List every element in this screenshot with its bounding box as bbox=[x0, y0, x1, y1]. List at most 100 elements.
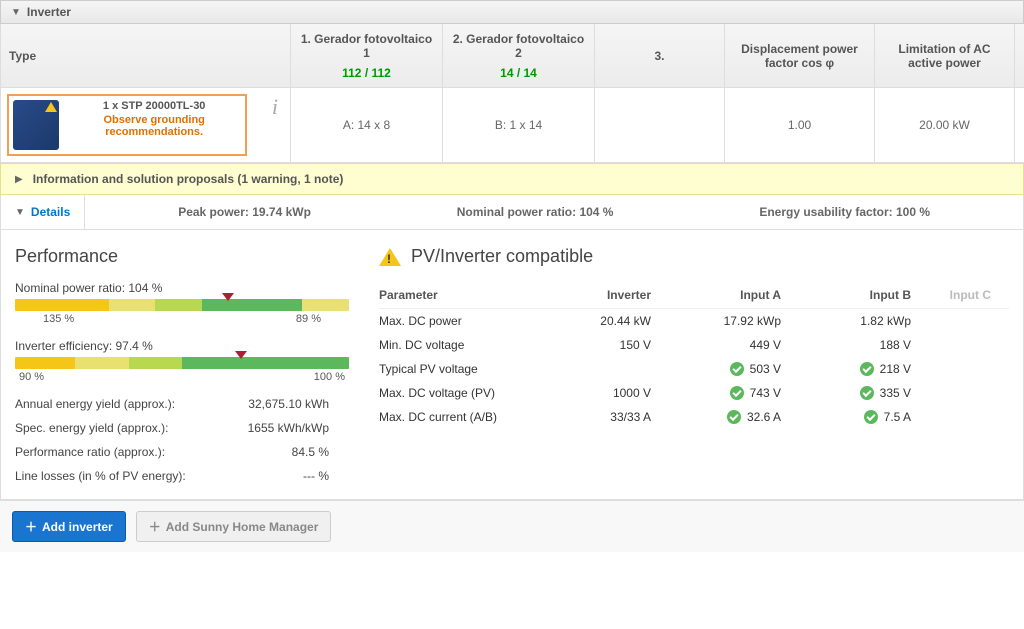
th-gen2-ratio: 14 / 14 bbox=[500, 66, 537, 80]
ph-b: Input B bbox=[799, 288, 929, 302]
param-value: 188 V bbox=[799, 338, 929, 352]
th-gen3-label: 3. bbox=[654, 49, 664, 63]
cell-actions: 🗑 bbox=[1015, 88, 1024, 163]
stat-ratio: Nominal power ratio: 104 % bbox=[457, 205, 614, 219]
param-row: Max. DC power20.44 kW17.92 kWp1.82 kWp bbox=[379, 309, 1009, 333]
th-gen1-ratio: 112 / 112 bbox=[342, 66, 391, 80]
inverter-table: Type 1. Gerador fotovoltaico 1 112 / 112… bbox=[0, 24, 1024, 163]
param-name: Min. DC voltage bbox=[379, 338, 559, 352]
perf-key: Annual energy yield (approx.): bbox=[15, 397, 175, 411]
th-gen1: 1. Gerador fotovoltaico 1 112 / 112 bbox=[291, 24, 443, 88]
perf-value: 84.5 % bbox=[292, 445, 329, 459]
ph-a: Input A bbox=[669, 288, 799, 302]
warning-triangle-icon bbox=[379, 248, 401, 266]
info-proposals-bar[interactable]: ▶ Information and solution proposals (1 … bbox=[0, 163, 1024, 195]
nominal-marker-icon bbox=[222, 293, 234, 301]
th-gen2: 2. Gerador fotovoltaico 2 14 / 14 bbox=[443, 24, 595, 88]
performance-section: Performance Nominal power ratio: 104 % 1… bbox=[15, 246, 349, 483]
param-value: 1.82 kWp bbox=[799, 314, 929, 328]
th-limit: Limitation of AC active power bbox=[875, 24, 1015, 88]
efficiency-bar: 90 % 100 % bbox=[15, 357, 349, 383]
param-name: Max. DC current (A/B) bbox=[379, 410, 559, 424]
inverter-card[interactable]: 1 x STP 20000TL-30 Observe grounding rec… bbox=[7, 94, 247, 156]
cell-disp: 1.00 bbox=[725, 88, 875, 163]
check-ok-icon bbox=[730, 386, 744, 400]
plus-icon: ＋ bbox=[149, 518, 161, 535]
param-value: 7.5 A bbox=[799, 410, 929, 424]
param-value: 1000 V bbox=[559, 386, 669, 400]
param-row: Max. DC current (A/B)33/33 A32.6 A7.5 A bbox=[379, 405, 1009, 429]
eff-tick-right: 100 % bbox=[314, 371, 345, 383]
details-content: Performance Nominal power ratio: 104 % 1… bbox=[0, 230, 1024, 500]
inverter-panel-header[interactable]: ▼ Inverter bbox=[0, 0, 1024, 24]
check-ok-icon bbox=[730, 362, 744, 376]
eff-tick-left: 90 % bbox=[19, 371, 44, 383]
param-value: 218 V bbox=[799, 362, 929, 376]
compat-title: PV/Inverter compatible bbox=[411, 246, 593, 267]
cell-limit: 20.00 kW bbox=[875, 88, 1015, 163]
inverter-row-name: 1 x STP 20000TL-30 Observe grounding rec… bbox=[1, 88, 291, 163]
th-type: Type bbox=[1, 24, 291, 88]
th-disp: Displacement power factor cos φ bbox=[725, 24, 875, 88]
add-inverter-label: Add inverter bbox=[42, 520, 113, 534]
cell-gen3 bbox=[595, 88, 725, 163]
collapse-arrow-icon: ▼ bbox=[11, 7, 21, 18]
param-row: Min. DC voltage150 V449 V188 V bbox=[379, 333, 1009, 357]
perf-value: 32,675.10 kWh bbox=[248, 397, 329, 411]
check-ok-icon bbox=[860, 386, 874, 400]
param-name: Typical PV voltage bbox=[379, 362, 559, 376]
footer-bar: ＋ Add inverter ＋ Add Sunny Home Manager bbox=[0, 500, 1024, 552]
th-gen3: 3. bbox=[595, 24, 725, 88]
inverter-warning: Observe grounding recommendations. bbox=[67, 114, 241, 138]
param-value: 150 V bbox=[559, 338, 669, 352]
nominal-tick-left: 135 % bbox=[43, 313, 74, 325]
efficiency-marker-icon bbox=[235, 351, 247, 359]
tab-arrow-icon: ▼ bbox=[15, 207, 25, 218]
perf-value: --- % bbox=[303, 469, 329, 483]
param-row: Max. DC voltage (PV)1000 V743 V335 V bbox=[379, 381, 1009, 405]
check-ok-icon bbox=[860, 362, 874, 376]
param-value: 503 V bbox=[669, 362, 799, 376]
perf-key: Line losses (in % of PV energy): bbox=[15, 469, 186, 483]
perf-row: Line losses (in % of PV energy): --- % bbox=[15, 469, 349, 483]
details-tab[interactable]: ▼ Details bbox=[1, 195, 85, 229]
plus-icon: ＋ bbox=[25, 518, 37, 535]
perf-row: Spec. energy yield (approx.):1655 kWh/kW… bbox=[15, 421, 349, 435]
nominal-label: Nominal power ratio: 104 % bbox=[15, 281, 349, 295]
param-value: 449 V bbox=[669, 338, 799, 352]
param-value: 743 V bbox=[669, 386, 799, 400]
inverter-image bbox=[13, 100, 59, 150]
info-icon[interactable]: i bbox=[272, 94, 278, 120]
param-value: 33/33 A bbox=[559, 410, 669, 424]
ph-inv: Inverter bbox=[559, 288, 669, 302]
nominal-tick-right: 89 % bbox=[296, 313, 321, 325]
th-gen2-label: 2. Gerador fotovoltaico 2 bbox=[451, 32, 586, 60]
cell-gen1: A: 14 x 8 bbox=[291, 88, 443, 163]
parameter-table: Parameter Inverter Input A Input B Input… bbox=[379, 283, 1009, 429]
perf-value: 1655 kWh/kWp bbox=[248, 421, 329, 435]
perf-row: Performance ratio (approx.): 84.5 % bbox=[15, 445, 349, 459]
param-value: 32.6 A bbox=[669, 410, 799, 424]
info-bar-text: Information and solution proposals (1 wa… bbox=[33, 172, 344, 186]
expand-arrow-icon: ▶ bbox=[15, 174, 23, 185]
inverter-name: 1 x STP 20000TL-30 bbox=[67, 100, 241, 112]
param-row: Typical PV voltage 503 V218 V bbox=[379, 357, 1009, 381]
details-tab-label: Details bbox=[31, 205, 70, 219]
nominal-bar: 135 % 89 % bbox=[15, 299, 349, 325]
details-bar: ▼ Details Peak power: 19.74 kWp Nominal … bbox=[0, 195, 1024, 230]
stat-peak: Peak power: 19.74 kWp bbox=[178, 205, 311, 219]
add-inverter-button[interactable]: ＋ Add inverter bbox=[12, 511, 126, 542]
perf-key: Performance ratio (approx.): bbox=[15, 445, 165, 459]
details-stats: Peak power: 19.74 kWp Nominal power rati… bbox=[85, 195, 1023, 229]
th-actions bbox=[1015, 24, 1024, 88]
param-name: Max. DC power bbox=[379, 314, 559, 328]
add-shm-button[interactable]: ＋ Add Sunny Home Manager bbox=[136, 511, 332, 542]
param-name: Max. DC voltage (PV) bbox=[379, 386, 559, 400]
param-value: 17.92 kWp bbox=[669, 314, 799, 328]
ph-c: Input C bbox=[929, 288, 1009, 302]
cell-gen2: B: 1 x 14 bbox=[443, 88, 595, 163]
check-ok-icon bbox=[864, 410, 878, 424]
stat-usability: Energy usability factor: 100 % bbox=[759, 205, 930, 219]
performance-title: Performance bbox=[15, 246, 349, 267]
compatibility-section: PV/Inverter compatible Parameter Inverte… bbox=[379, 246, 1009, 483]
